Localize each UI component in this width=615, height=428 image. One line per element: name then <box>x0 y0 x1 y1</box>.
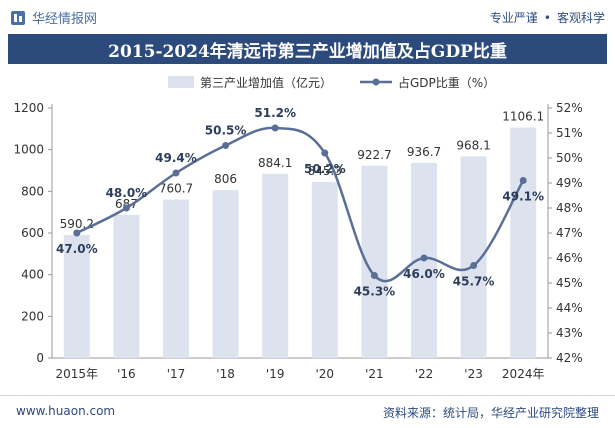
bar <box>212 190 239 358</box>
top-bar: 华经情报网 专业严谨 • 客观科学 <box>0 0 615 34</box>
bar <box>63 235 90 358</box>
x-tick-label: 2015年 <box>56 367 99 381</box>
bar-value-label: 922.7 <box>357 148 391 162</box>
bar-value-label: 968.1 <box>456 138 490 152</box>
x-tick-label: '21 <box>365 367 384 381</box>
y-left-tick-label: 200 <box>21 309 44 323</box>
y-right-tick-label: 51% <box>556 126 583 140</box>
y-right-tick-label: 50% <box>556 151 583 165</box>
legend-line-label: 占GDP比重（%） <box>398 75 495 90</box>
y-right-tick-label: 47% <box>556 226 583 240</box>
line-value-label: 49.1% <box>502 190 544 204</box>
bar <box>510 127 537 358</box>
x-tick-label: 2024年 <box>502 367 545 381</box>
x-tick-label: '17 <box>167 367 186 381</box>
line-value-label: 51.2% <box>254 106 296 120</box>
bar <box>311 181 338 358</box>
y-right-tick-label: 46% <box>556 251 583 265</box>
brand-logo-icon <box>11 10 25 25</box>
y-right-tick-label: 52% <box>556 101 583 115</box>
website-link[interactable]: www.huaon.com <box>16 404 116 418</box>
x-tick-label: '18 <box>216 367 235 381</box>
line-value-label: 47.0% <box>56 242 98 256</box>
bar <box>163 199 189 358</box>
y-right-tick-label: 45% <box>556 276 583 290</box>
y-left-tick-label: 1200 <box>13 101 44 115</box>
x-tick-label: '20 <box>316 367 335 381</box>
legend-bar-label: 第三产业增加值（亿元） <box>200 75 332 90</box>
bar-value-label: 760.7 <box>159 182 193 196</box>
tagline-right: 客观科学 <box>556 11 605 25</box>
chart-title: 2015-2024年清远市第三产业增加值及占GDP比重 <box>108 41 507 62</box>
chart-title-bar: 2015-2024年清远市第三产业增加值及占GDP比重 <box>8 34 607 64</box>
line-value-label: 46.0% <box>403 267 445 281</box>
line-point <box>271 124 279 132</box>
y-left-tick-label: 400 <box>21 268 44 282</box>
y-left-tick-label: 800 <box>21 184 44 198</box>
bar-value-label: 806 <box>214 172 237 186</box>
legend-bar-swatch <box>168 76 194 88</box>
tagline: 专业严谨 • 客观科学 <box>490 9 605 26</box>
line-value-label: 50.2% <box>304 162 346 176</box>
line-point <box>519 177 527 184</box>
bar-value-label: 936.7 <box>407 145 441 159</box>
bar <box>113 214 140 358</box>
tagline-left: 专业严谨 <box>489 11 538 25</box>
line-point <box>321 149 329 157</box>
footer: www.huaon.com 资料来源：统计局，华经产业研究院整理 <box>0 395 615 428</box>
line-value-label: 45.3% <box>354 285 396 299</box>
bar-value-label: 590.2 <box>60 217 94 231</box>
line-point <box>470 262 478 269</box>
chart-svg: 第三产业增加值（亿元） 占GDP比重（%） 0 200 400 600 800 1000 120… <box>13 75 583 381</box>
line-point <box>73 229 81 237</box>
y-left-tick-label: 0 <box>36 351 44 365</box>
y-right-tick-label: 49% <box>556 176 583 190</box>
y-left-tick-label: 1000 <box>13 143 44 157</box>
bar-value-label: 687 <box>115 197 138 211</box>
y-left-tick-label: 600 <box>21 226 44 240</box>
line-value-label: 48.0% <box>106 186 148 200</box>
line-point <box>172 169 180 177</box>
source-note: 资料来源：统计局，华经产业研究院整理 <box>382 406 599 420</box>
y-right-tick-label: 43% <box>556 326 583 340</box>
line-point <box>222 142 230 149</box>
x-tick-label: '23 <box>464 367 483 381</box>
x-tick-label: '19 <box>266 367 285 381</box>
line-value-label: 45.7% <box>453 275 495 289</box>
y-right-tick-label: 44% <box>556 301 583 315</box>
brand-name: 华经情报网 <box>32 12 98 27</box>
bar <box>262 173 289 358</box>
x-tick-label: '22 <box>415 367 434 381</box>
line-value-label: 50.5% <box>205 124 247 138</box>
brand: 华经情报网 <box>10 8 97 27</box>
line-value-label: 49.4% <box>155 151 197 165</box>
line-point <box>420 254 428 262</box>
bar-value-label: 1106.1 <box>502 110 544 124</box>
y-right-tick-label: 48% <box>556 201 583 215</box>
line-point <box>370 272 378 279</box>
y-right-tick-label: 42% <box>556 351 583 365</box>
x-tick-label: '16 <box>117 367 136 381</box>
bar-value-label: 884.1 <box>258 156 292 170</box>
line-point <box>122 204 130 212</box>
separator-dot-icon: • <box>543 10 551 25</box>
legend-line-marker <box>372 78 380 86</box>
